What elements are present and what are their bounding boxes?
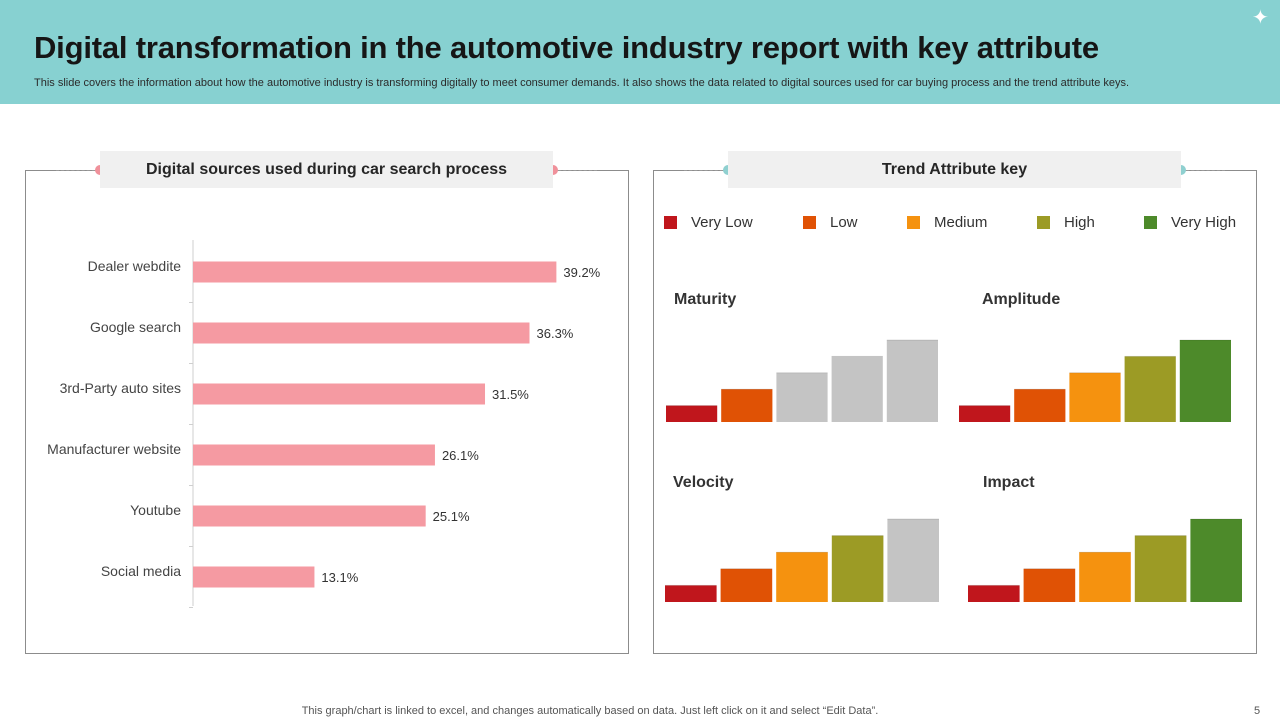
- left-panel-dot-right: [548, 165, 558, 175]
- level-bar-4: [831, 356, 883, 422]
- level-bar-4: [1124, 356, 1176, 422]
- category-label: Google search: [90, 319, 181, 335]
- mini-chart-amplitude: [959, 339, 1231, 422]
- category-label: Dealer webdite: [88, 258, 182, 274]
- legend-item-low: Low: [803, 214, 858, 231]
- mini-chart-title-velocity: Velocity: [673, 474, 734, 491]
- value-label: 36.3%: [537, 326, 574, 341]
- mini-chart-title-impact: Impact: [983, 474, 1035, 491]
- legend-swatch: [803, 216, 816, 229]
- mini-chart-title-maturity: Maturity: [674, 291, 737, 308]
- left-panel-heading: Digital sources used during car search p…: [100, 151, 553, 188]
- sources-bar-chart: Dealer webdite 39.2% Google search 36.3% 3rd…: [47, 240, 601, 608]
- level-bar-1: [959, 405, 1011, 422]
- category-label: Social media: [101, 563, 181, 579]
- legend-item-very-high: Very High: [1144, 214, 1236, 231]
- page-number: 5: [1254, 705, 1261, 717]
- bar-3: [193, 444, 435, 466]
- level-bar-2: [721, 389, 773, 422]
- level-bar-5: [1190, 519, 1242, 602]
- left-panel-connector-right: [553, 170, 597, 171]
- category-label: Youtube: [130, 502, 181, 518]
- bar-5: [193, 566, 315, 588]
- legend-label: Very Low: [691, 214, 753, 231]
- bar-4: [193, 505, 426, 527]
- mini-chart-velocity: [665, 518, 939, 602]
- level-bar-2: [720, 568, 773, 602]
- legend-item-medium: Medium: [907, 214, 987, 231]
- level-bar-1: [665, 585, 717, 602]
- level-bar-3: [1069, 372, 1121, 422]
- page-title: Digital transformation in the automotive…: [34, 30, 1099, 65]
- level-bar-3: [776, 552, 828, 602]
- legend-swatch: [1037, 216, 1050, 229]
- legend-swatch: [1144, 216, 1157, 229]
- level-bar-3: [776, 372, 828, 422]
- page-subtitle: This slide covers the information about …: [34, 77, 1130, 89]
- level-bar-3: [1079, 552, 1131, 602]
- value-label: 31.5%: [492, 387, 529, 402]
- mini-chart-maturity: [666, 339, 938, 422]
- legend-label: Medium: [934, 214, 988, 231]
- footer-note-text: This graph/chart is linked to excel, and…: [301, 705, 879, 717]
- legend-swatch: [664, 216, 677, 229]
- level-bar-4: [1134, 535, 1187, 602]
- legend-label: High: [1064, 214, 1095, 231]
- legend-item-very-low: Very Low: [664, 214, 753, 231]
- category-label: Manufacturer website: [47, 441, 181, 457]
- bar-2: [193, 383, 486, 405]
- right-panel-heading: Trend Attribute key: [728, 151, 1181, 188]
- bar-0: [193, 261, 557, 283]
- level-bar-1: [666, 405, 718, 422]
- legend-label: Low: [830, 214, 858, 231]
- value-label: 39.2%: [563, 265, 600, 280]
- level-bar-5: [886, 340, 938, 422]
- footer-note: This graph/chart is linked to excel, and…: [0, 705, 1280, 717]
- level-bar-5: [887, 519, 939, 602]
- level-bar-5: [1179, 340, 1231, 422]
- value-label: 25.1%: [433, 509, 470, 524]
- legend-swatch: [907, 216, 920, 229]
- level-bar-1: [968, 585, 1020, 602]
- category-label: 3rd-Party auto sites: [60, 380, 181, 396]
- right-panel-connector-right: [1181, 170, 1225, 171]
- mini-chart-impact: [968, 518, 1242, 602]
- mini-chart-title-amplitude: Amplitude: [982, 291, 1061, 308]
- left-panel-connector-left: [56, 170, 100, 171]
- header-banner: [0, 0, 1280, 104]
- right-panel-dot-right: [1176, 165, 1186, 175]
- level-bar-4: [831, 535, 884, 602]
- bar-1: [193, 322, 530, 344]
- level-bar-2: [1014, 389, 1066, 422]
- right-panel-connector-left: [684, 170, 728, 171]
- value-label: 13.1%: [321, 570, 358, 585]
- sparkle-icon: ✦: [1252, 7, 1269, 29]
- level-bar-2: [1023, 568, 1076, 602]
- value-label: 26.1%: [442, 448, 479, 463]
- legend-label: Very High: [1171, 214, 1237, 231]
- legend-item-high: High: [1037, 214, 1095, 231]
